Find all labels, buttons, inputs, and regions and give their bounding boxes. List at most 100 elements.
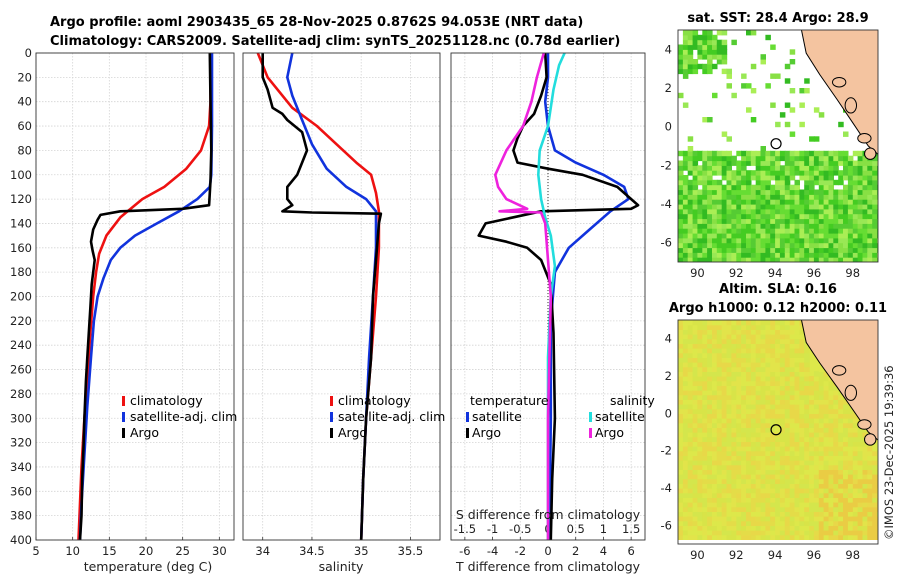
map-cell xyxy=(877,213,878,220)
map-cell xyxy=(823,184,830,191)
map-cell xyxy=(823,371,830,377)
map-cell xyxy=(707,179,713,186)
map-cell xyxy=(712,390,718,396)
map-cell xyxy=(746,460,752,466)
map-cell xyxy=(726,68,732,75)
map-cell xyxy=(716,506,723,512)
map-cell xyxy=(804,247,810,253)
map-cell xyxy=(746,228,752,234)
map-cell xyxy=(794,422,800,428)
map-cell xyxy=(867,199,873,205)
map-cell xyxy=(794,189,800,195)
map-cell xyxy=(750,213,757,220)
map-cell xyxy=(760,422,766,428)
map-cell xyxy=(702,204,708,210)
map-cell xyxy=(760,390,766,396)
map-cell xyxy=(857,460,864,466)
map-cell xyxy=(712,511,718,517)
map-cell xyxy=(789,371,796,377)
map-cell xyxy=(702,208,708,215)
map-cell xyxy=(804,446,810,452)
map-cell xyxy=(847,179,854,186)
sla-map-subtitle: Argo h1000: 0.12 h2000: 0.11 xyxy=(669,301,887,316)
map-cell xyxy=(687,511,694,517)
map-cell xyxy=(755,497,762,503)
map-cell xyxy=(682,422,689,428)
map-cell xyxy=(770,155,776,162)
map-cell xyxy=(799,223,805,229)
map-cell xyxy=(678,497,684,503)
map-cell xyxy=(716,413,723,419)
map-cell xyxy=(828,252,834,258)
map-cell xyxy=(702,390,708,396)
map-cell xyxy=(799,534,805,540)
map-cell xyxy=(692,455,699,461)
map-cell xyxy=(712,150,718,157)
map-cell xyxy=(847,165,854,171)
map-cell xyxy=(736,432,742,438)
map-cell xyxy=(687,404,694,410)
map-cell xyxy=(809,189,815,195)
map-cell xyxy=(809,432,815,438)
map-cell xyxy=(794,242,800,249)
map-cell xyxy=(702,247,708,253)
map-cell xyxy=(809,483,815,489)
map-cell xyxy=(770,338,776,344)
map-cell xyxy=(731,469,737,475)
map-cell xyxy=(692,464,699,470)
map-cell xyxy=(867,511,873,517)
map-cell xyxy=(770,150,776,157)
map-cell xyxy=(707,39,713,46)
map-cell xyxy=(833,418,839,424)
map-cell xyxy=(794,338,800,344)
map-cell xyxy=(765,432,771,438)
map-cell xyxy=(721,460,728,466)
map-cell xyxy=(750,525,757,531)
map-cell xyxy=(721,469,728,475)
map-cell xyxy=(721,68,728,75)
map-cell xyxy=(678,520,684,526)
map-cell xyxy=(746,478,752,484)
map-cell xyxy=(794,204,800,210)
map-cell xyxy=(857,228,864,234)
map-cell xyxy=(716,362,723,368)
map-cell xyxy=(843,506,849,512)
map-cell xyxy=(755,376,762,382)
map-cell xyxy=(702,432,708,438)
map-cell xyxy=(804,175,810,181)
map-cell xyxy=(750,150,757,157)
map-cell xyxy=(809,252,815,258)
map-cell xyxy=(877,175,878,181)
map-cell xyxy=(847,474,854,480)
map-cell xyxy=(702,324,708,330)
map-cell xyxy=(833,488,839,494)
map-cell xyxy=(784,194,791,200)
map-cell xyxy=(736,334,742,340)
map-cell xyxy=(746,450,752,456)
map-cell xyxy=(799,450,805,456)
map-cell xyxy=(828,380,834,386)
map-cell xyxy=(823,474,830,480)
map-cell xyxy=(852,422,859,428)
map-cell xyxy=(823,446,830,452)
map-cell xyxy=(784,228,791,234)
map-cell xyxy=(760,204,766,210)
legend-swatch-argo xyxy=(122,428,125,438)
x-tick-label: 15 xyxy=(102,544,117,558)
map-cell xyxy=(682,464,689,470)
salinity-legend: climatology satellite-adj. clim Argo xyxy=(330,393,445,440)
series-argo xyxy=(261,53,383,541)
map-cell xyxy=(813,242,820,249)
map-cell xyxy=(852,525,859,531)
map-cell xyxy=(707,34,713,41)
map-cell xyxy=(741,324,747,330)
map-cell xyxy=(823,525,830,531)
map-cell xyxy=(857,492,864,498)
map-cell xyxy=(818,520,825,526)
map-cell xyxy=(828,213,834,220)
map-cell xyxy=(678,170,684,176)
map-cell xyxy=(726,352,732,358)
map-cell xyxy=(741,497,747,503)
map-cell xyxy=(857,516,864,522)
map-cell xyxy=(779,357,786,363)
